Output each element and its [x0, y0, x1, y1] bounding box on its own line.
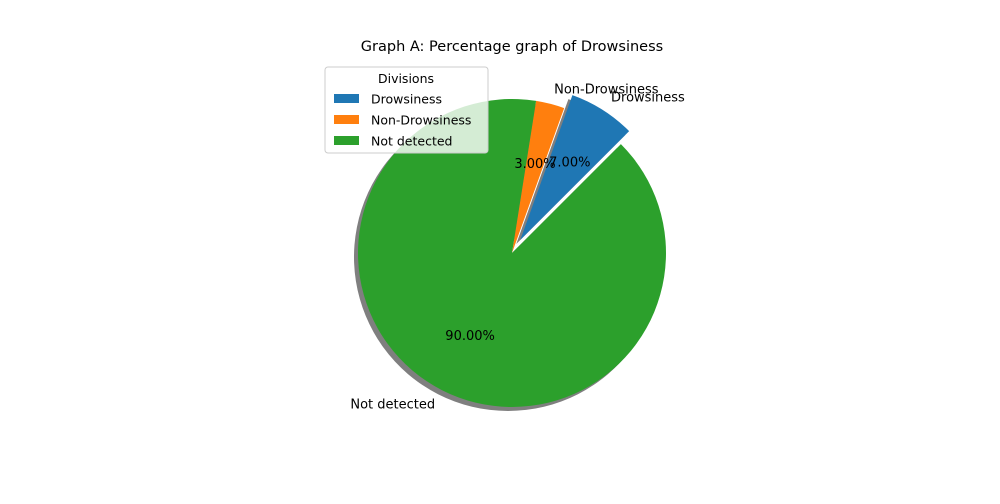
slice-label-drowsiness: Drowsiness [611, 91, 685, 106]
pie-slice-non-drowsiness [512, 100, 565, 254]
legend-label-non-drowsiness: Non-Drowsiness [371, 113, 471, 128]
slice-label-not-detected: Not detected [350, 397, 435, 412]
legend-swatch-non-drowsiness [334, 115, 359, 124]
legend: Divisions Drowsiness Non-Drowsiness Not de… [324, 66, 489, 154]
legend-swatch-not-detected [334, 136, 359, 145]
pie-slices [357, 95, 666, 408]
legend-entries: Drowsiness Non-Drowsiness Not detected [334, 92, 471, 149]
legend-swatch-drowsiness [334, 94, 359, 103]
pie-slice-drowsiness [520, 95, 630, 240]
percent-label-drowsiness: 7.00% [549, 156, 590, 171]
pie-slice-not-detected [357, 99, 666, 408]
legend-label-not-detected: Not detected [371, 134, 453, 149]
percent-label-not-detected: 90.00% [445, 329, 495, 344]
percent-label-non-drowsiness: 3.00% [514, 157, 555, 172]
chart-title: Graph A: Percentage graph of Drowsiness [361, 39, 663, 55]
legend-title: Divisions [378, 71, 434, 86]
slice-label-non-drowsiness: Non-Drowsiness [554, 82, 659, 97]
legend-frame [324, 66, 489, 154]
pie-percent-labels: 7.00%3.00% 90.00% [445, 156, 590, 344]
legend-label-drowsiness: Drowsiness [371, 92, 442, 107]
